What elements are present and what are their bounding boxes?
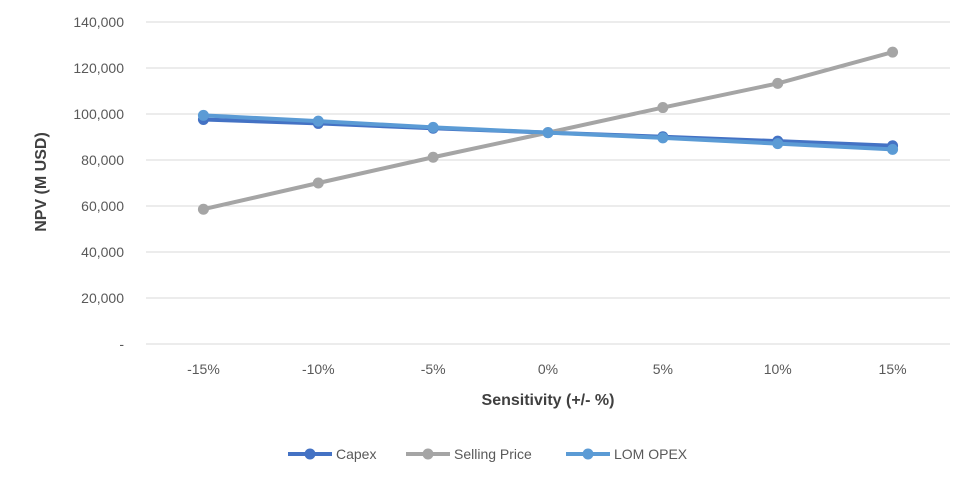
gridlines	[146, 21, 950, 345]
legend: Capex Selling Price LOM OPEX	[288, 446, 688, 462]
y-axis-ticks: - 20,000 40,000 60,000 80,000 100,000 120,000 1…	[73, 14, 124, 352]
y-tick-label: -	[119, 336, 124, 352]
legend-swatch-marker-capex	[304, 448, 316, 460]
x-tick-label: 5%	[653, 361, 673, 377]
x-tick-label: 15%	[879, 361, 907, 377]
y-tick-label: 20,000	[81, 290, 124, 306]
y-tick-label: 60,000	[81, 198, 124, 214]
data-point-selling-price	[887, 46, 899, 58]
legend-swatch-marker-selling-price	[422, 448, 434, 460]
data-point-selling-price	[197, 203, 209, 215]
data-point-selling-price	[772, 77, 784, 89]
x-axis-title: Sensitivity (+/- %)	[482, 392, 615, 409]
y-tick-label: 140,000	[73, 14, 124, 30]
y-axis-title: NPV (M USD)	[33, 132, 50, 232]
data-point-lom-opex	[657, 132, 669, 144]
data-point-selling-price	[312, 177, 324, 189]
data-point-lom-opex	[887, 143, 899, 155]
x-tick-label: 10%	[764, 361, 792, 377]
data-point-selling-price	[427, 151, 439, 163]
x-axis-ticks: -15% -10% -5% 0% 5% 10% 15%	[187, 361, 907, 377]
y-tick-label: 120,000	[73, 60, 124, 76]
data-point-lom-opex	[772, 138, 784, 150]
x-tick-label: -15%	[187, 361, 220, 377]
data-point-lom-opex	[542, 127, 554, 139]
legend-label-capex: Capex	[336, 446, 376, 462]
data-point-lom-opex	[427, 121, 439, 133]
legend-swatch-marker-lom-opex	[582, 448, 594, 460]
data-point-lom-opex	[197, 109, 209, 121]
x-tick-label: 0%	[538, 361, 558, 377]
y-tick-label: 40,000	[81, 244, 124, 260]
x-tick-label: -5%	[421, 361, 446, 377]
x-tick-label: -10%	[302, 361, 335, 377]
y-tick-label: 80,000	[81, 152, 124, 168]
legend-label-lom-opex: LOM OPEX	[614, 446, 688, 462]
legend-label-selling-price: Selling Price	[454, 446, 532, 462]
series-lines	[197, 46, 899, 215]
y-tick-label: 100,000	[73, 106, 124, 122]
data-point-selling-price	[657, 102, 669, 114]
data-point-lom-opex	[312, 115, 324, 127]
